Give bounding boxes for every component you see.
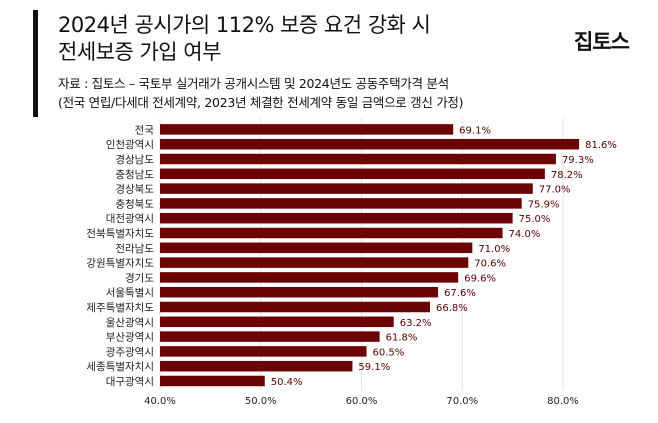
value-label: 60.5% <box>373 347 405 358</box>
bar <box>160 198 522 209</box>
category-label: 광주광역시 <box>106 346 154 358</box>
bar <box>160 138 580 150</box>
value-label: 69.1% <box>459 125 491 136</box>
value-label: 50.4% <box>271 377 303 388</box>
category-label: 세종특별자치시 <box>86 361 154 373</box>
bar <box>160 272 459 283</box>
value-label: 67.6% <box>444 288 476 299</box>
bar <box>160 183 533 194</box>
title-line-1: 2024년 공시가의 112% 보증 요건 강화 시 <box>58 13 431 37</box>
x-tick-label: 50.0% <box>245 396 277 407</box>
x-tick-label: 40.0% <box>144 396 176 407</box>
category-label: 전국 <box>135 124 155 136</box>
bar <box>160 227 503 239</box>
bar <box>160 168 545 180</box>
x-tick-label: 80.0% <box>547 396 579 407</box>
bar <box>160 316 394 328</box>
category-label: 경상남도 <box>115 153 154 166</box>
bar <box>160 360 353 372</box>
category-label: 인천광역시 <box>106 139 154 151</box>
value-label: 69.6% <box>464 273 496 284</box>
bar <box>160 124 454 135</box>
bar <box>160 153 556 165</box>
bar <box>160 301 431 313</box>
source-note: 자료 : 집토스 – 국토부 실거래가 공개시스템 및 2024년도 공동주택가… <box>58 74 464 112</box>
logo: 집토스 <box>574 30 630 54</box>
value-label: 75.9% <box>528 199 560 210</box>
category-label: 대구광역시 <box>106 376 154 388</box>
category-label: 대전광역시 <box>106 213 154 225</box>
title-line-2: 전세보증 가입 여부 <box>58 40 221 64</box>
bar <box>160 257 469 268</box>
category-label: 충청남도 <box>115 169 154 181</box>
value-label: 81.6% <box>585 140 617 151</box>
value-label: 74.0% <box>509 229 541 240</box>
bar <box>160 212 513 224</box>
category-label: 강원특별자치도 <box>86 258 154 270</box>
bar <box>160 286 439 298</box>
value-label: 63.2% <box>400 318 432 329</box>
category-label: 제주특별자치도 <box>86 302 154 314</box>
value-label: 77.0% <box>539 185 571 196</box>
bar <box>160 346 367 357</box>
bar <box>160 331 380 342</box>
value-label: 71.0% <box>478 244 510 255</box>
category-label: 서울특별시 <box>106 287 154 299</box>
category-label: 부산광역시 <box>106 332 154 344</box>
bar <box>160 242 473 254</box>
source-line-1: 자료 : 집토스 – 국토부 실거래가 공개시스템 및 2024년도 공동주택가… <box>58 76 449 91</box>
category-label: 경기도 <box>125 271 154 284</box>
accent-bar <box>33 10 38 117</box>
bar <box>160 375 265 387</box>
category-label: 경상북도 <box>115 183 154 196</box>
source-line-2: (전국 연립/다세대 전세계약, 2023년 체결한 전세계약 동일 금액으로 … <box>58 95 464 110</box>
category-label: 전라남도 <box>115 243 154 255</box>
value-label: 78.2% <box>551 170 583 181</box>
category-label: 충청북도 <box>115 198 154 210</box>
value-label: 66.8% <box>436 303 468 314</box>
x-tick-label: 70.0% <box>446 396 478 407</box>
x-tick-label: 60.0% <box>346 396 378 407</box>
category-label: 전북특별자치도 <box>86 228 154 240</box>
category-label: 울산광역시 <box>106 317 154 329</box>
value-label: 75.0% <box>519 214 551 225</box>
value-label: 59.1% <box>358 362 390 373</box>
value-label: 61.8% <box>386 333 418 344</box>
value-label: 79.3% <box>562 155 594 166</box>
value-label: 70.6% <box>474 259 506 270</box>
chart-title: 2024년 공시가의 112% 보증 요건 강화 시 전세보증 가입 여부 <box>58 12 431 66</box>
